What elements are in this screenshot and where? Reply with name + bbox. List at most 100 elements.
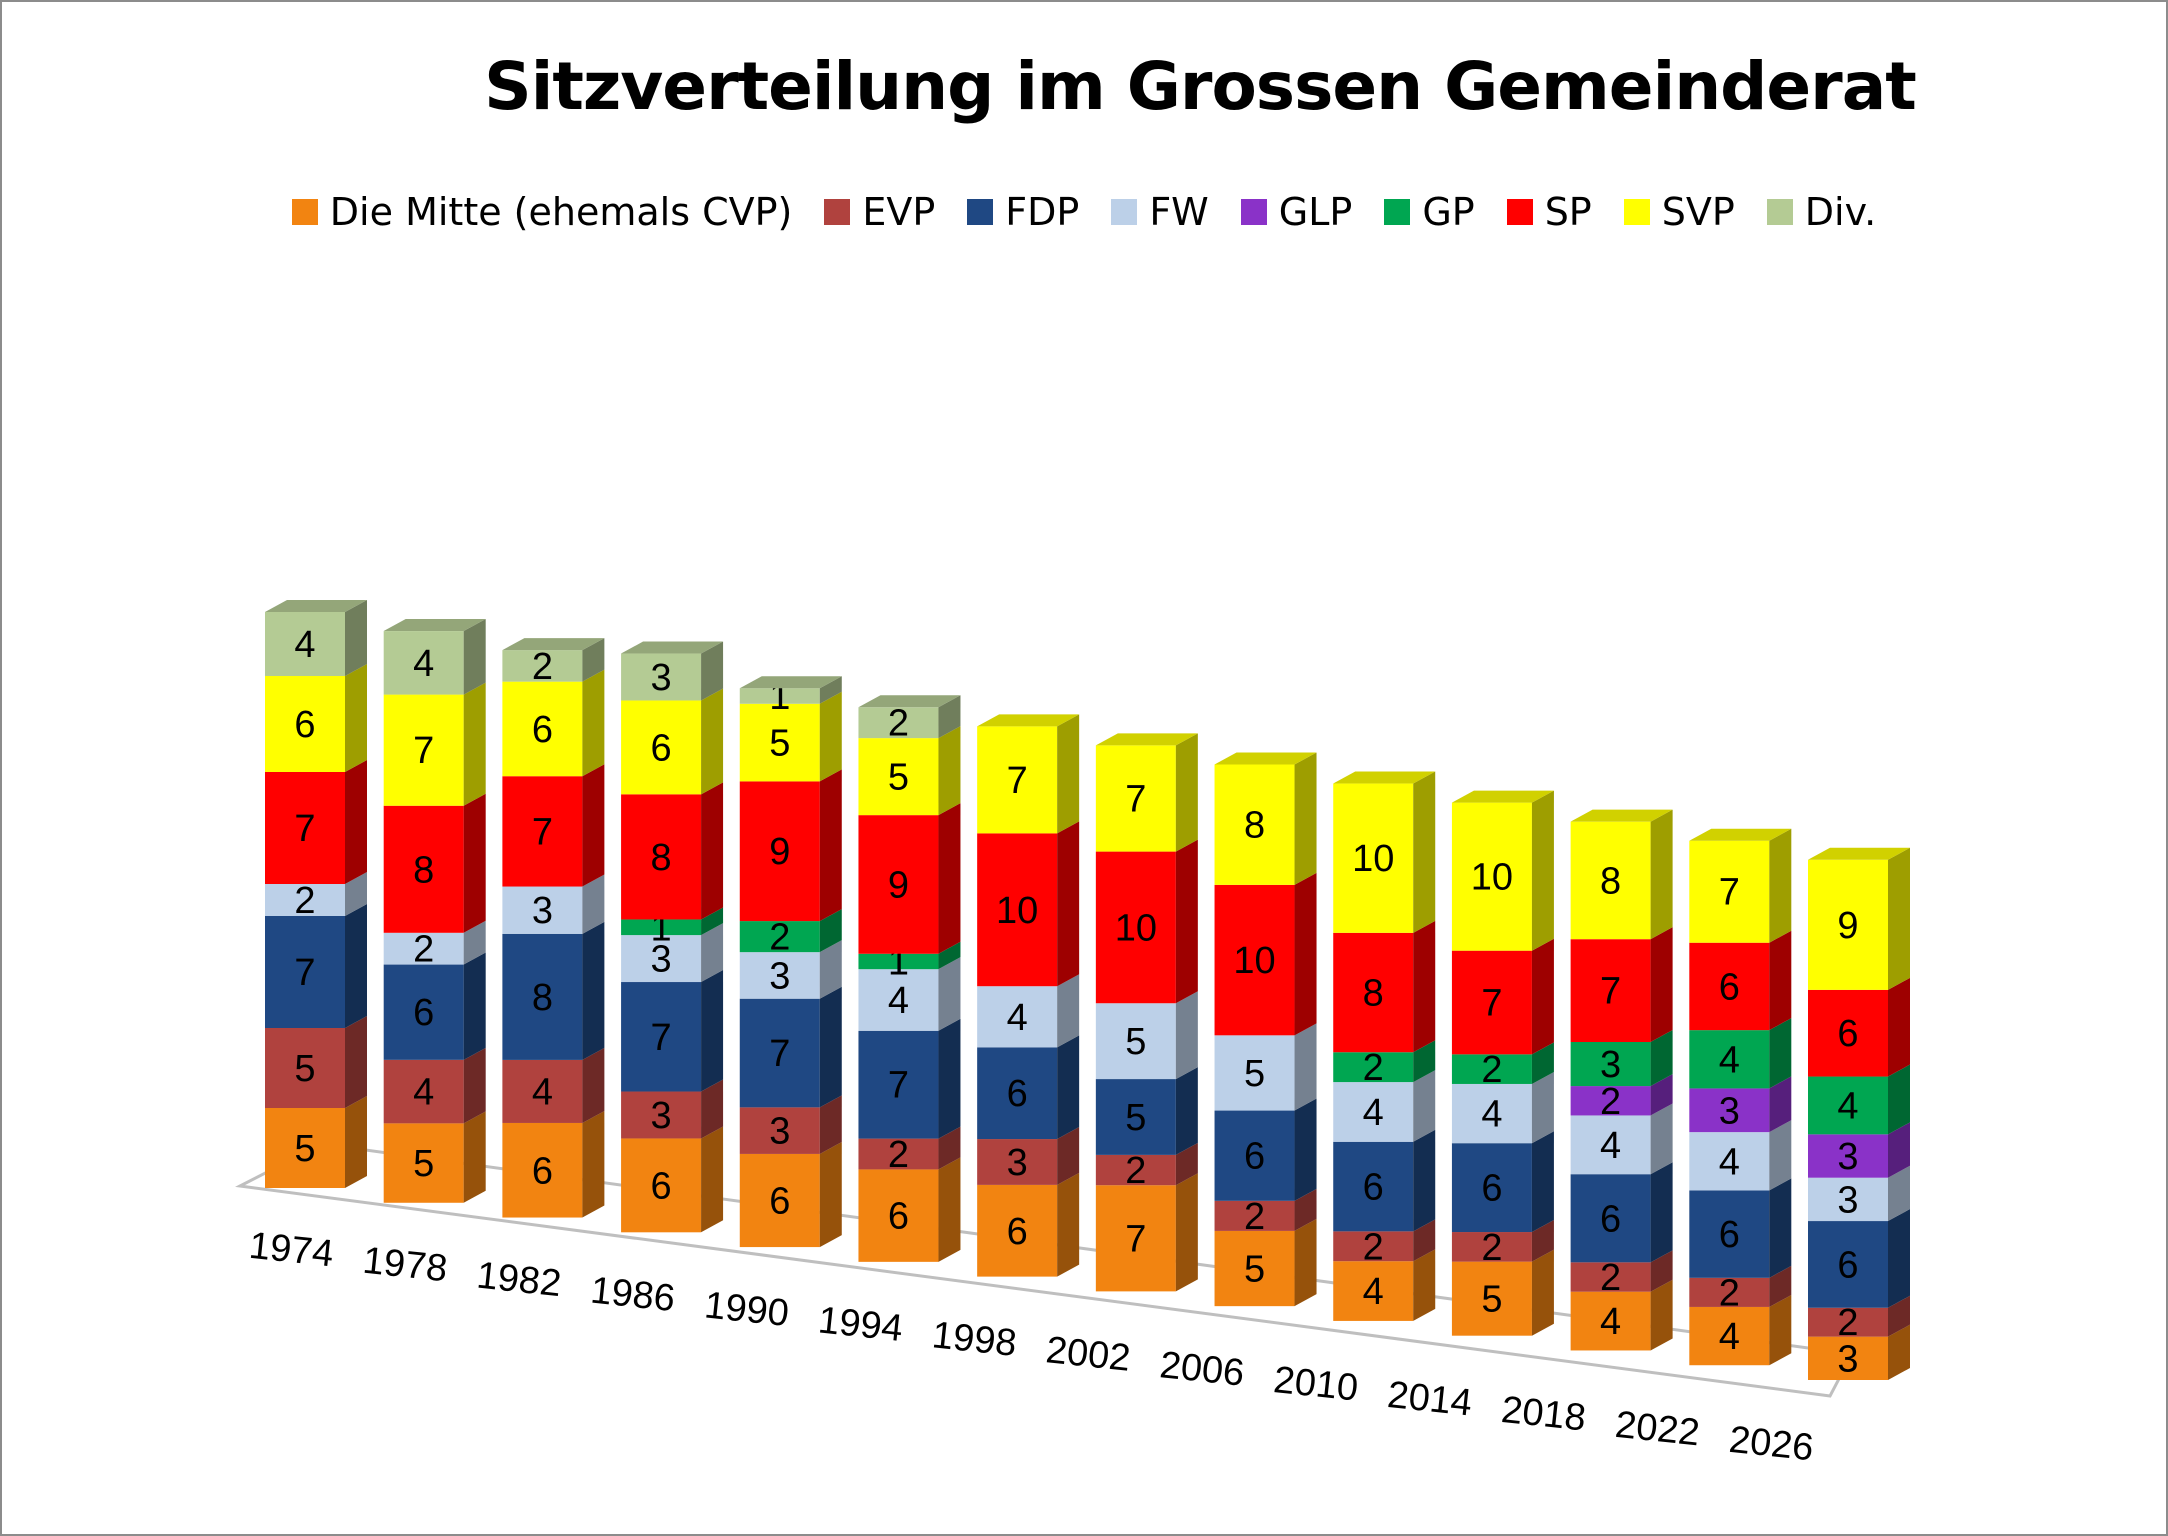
x-tick-label: 2018 bbox=[1499, 1389, 1587, 1440]
data-label: 6 bbox=[532, 709, 553, 751]
bar-segment bbox=[1689, 1306, 1770, 1366]
bar-segment-side bbox=[701, 782, 724, 920]
bar-segment-side bbox=[819, 691, 842, 782]
bar-segment-side bbox=[1650, 1103, 1673, 1175]
x-tick-label: 2022 bbox=[1613, 1404, 1701, 1455]
data-label: 3 bbox=[1719, 1090, 1740, 1132]
bar-segment-side bbox=[819, 1141, 842, 1248]
bar-top-face bbox=[1451, 790, 1554, 803]
bar-segment-side bbox=[1888, 1209, 1910, 1308]
bar-segment bbox=[1808, 1336, 1888, 1380]
bar-segment-side bbox=[1175, 733, 1198, 852]
chart-title: Sitzverteilung im Grossen Gemeinderat bbox=[484, 48, 1917, 125]
bar-segment-side bbox=[1769, 1120, 1792, 1191]
legend-label: SP bbox=[1544, 190, 1592, 234]
bar-segment-side bbox=[1769, 930, 1792, 1031]
bar-segment bbox=[1451, 1143, 1532, 1233]
bar-segment-side bbox=[1175, 991, 1198, 1080]
data-label: 9 bbox=[888, 864, 909, 906]
bar-segment-side bbox=[1650, 809, 1673, 940]
bar-segment-side bbox=[345, 904, 367, 1028]
x-tick-label: 2002 bbox=[1044, 1329, 1132, 1380]
data-label: 7 bbox=[651, 1017, 672, 1059]
bar-segment bbox=[858, 969, 939, 1031]
bar-top-face bbox=[739, 676, 842, 689]
bar-segment bbox=[1689, 1030, 1770, 1089]
bar-segment bbox=[1689, 1190, 1770, 1278]
data-label: 3 bbox=[769, 1111, 790, 1153]
data-label: 6 bbox=[1837, 1013, 1858, 1055]
bar-segment-side bbox=[1888, 1295, 1910, 1337]
bar-segment bbox=[502, 933, 583, 1060]
bar-top-face bbox=[1570, 809, 1673, 822]
data-label: 2 bbox=[1837, 1302, 1858, 1344]
bar-segment bbox=[1689, 840, 1770, 943]
legend-item: SVP bbox=[1623, 190, 1735, 234]
data-label: 6 bbox=[1363, 1167, 1384, 1209]
data-label: 3 bbox=[1837, 1179, 1858, 1221]
x-tick-label: 2010 bbox=[1272, 1359, 1360, 1410]
legend-swatch bbox=[967, 199, 994, 225]
bar-segment-side bbox=[1650, 1074, 1673, 1116]
bar-segment bbox=[1451, 1054, 1532, 1084]
bar-segment-side bbox=[1769, 1294, 1792, 1366]
bar-segment-side bbox=[938, 695, 961, 739]
data-label: 4 bbox=[1007, 997, 1028, 1039]
bar-segment bbox=[1451, 1261, 1532, 1336]
x-tick-label: 2026 bbox=[1727, 1419, 1815, 1470]
legend-label: EVP bbox=[862, 190, 936, 234]
data-label: 7 bbox=[532, 811, 553, 853]
bar-segment bbox=[383, 964, 464, 1060]
bar-segment-side bbox=[463, 682, 486, 806]
bar-segment-side bbox=[1413, 1040, 1436, 1083]
bar-segment-side bbox=[345, 760, 367, 884]
bar-segment bbox=[621, 919, 702, 936]
bar-segment bbox=[1095, 1154, 1176, 1186]
bar-segment bbox=[858, 738, 939, 816]
bar-top-face bbox=[858, 695, 961, 708]
x-tick-label: 1978 bbox=[361, 1240, 449, 1291]
bar-segment bbox=[1333, 1052, 1414, 1083]
bar-segment bbox=[1689, 1088, 1770, 1133]
data-label: 9 bbox=[769, 831, 790, 873]
bar-segment bbox=[1095, 851, 1176, 1004]
legend-label: GP bbox=[1422, 190, 1475, 234]
data-label: 4 bbox=[1600, 1301, 1621, 1343]
bar-segment bbox=[265, 612, 345, 676]
bar-segment bbox=[858, 953, 939, 970]
data-label: 6 bbox=[1719, 1214, 1740, 1256]
bar-segment bbox=[265, 676, 345, 772]
data-label: 8 bbox=[1363, 973, 1384, 1015]
x-tick-label: 1982 bbox=[475, 1255, 563, 1306]
bar-segment-side bbox=[1413, 1249, 1436, 1321]
data-label: 10 bbox=[996, 890, 1038, 932]
data-label: 7 bbox=[294, 808, 315, 850]
data-label: 2 bbox=[1363, 1047, 1384, 1089]
bar-segment bbox=[383, 932, 464, 965]
bar-segment-side bbox=[1888, 977, 1910, 1077]
chart-legend: Die Mitte (ehemals CVP) EVP FDP FW GLP GP SP SV… bbox=[0, 186, 2168, 238]
data-label: 5 bbox=[294, 1048, 315, 1090]
bar-segment-side bbox=[345, 664, 367, 772]
bar-stack: 6 4 8 3 7 6 2 bbox=[502, 638, 605, 1218]
bar-segment bbox=[1808, 859, 1888, 990]
bar-segment-side bbox=[1531, 1042, 1554, 1084]
bar-segment-side bbox=[938, 1018, 961, 1139]
bar-segment-side bbox=[582, 1110, 605, 1218]
bar-segment-side bbox=[938, 1126, 961, 1170]
bar-segment bbox=[265, 1108, 345, 1188]
bar-top-face bbox=[1333, 771, 1436, 784]
bar-segment bbox=[265, 1028, 345, 1108]
legend-label: FW bbox=[1149, 190, 1209, 234]
bar-top-face bbox=[265, 600, 367, 612]
bar-segment bbox=[265, 916, 345, 1028]
bar-segment bbox=[1451, 802, 1532, 951]
bar-segment-side bbox=[1294, 1098, 1317, 1201]
legend-label: SVP bbox=[1661, 190, 1735, 234]
bar-segment-side bbox=[1057, 714, 1080, 834]
data-label: 2 bbox=[888, 703, 909, 745]
bar-segment-side bbox=[701, 923, 724, 983]
